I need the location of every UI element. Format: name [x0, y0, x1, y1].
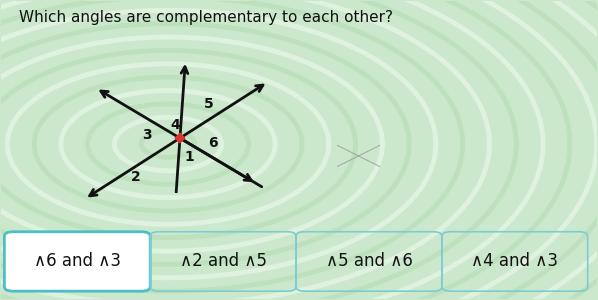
Text: 6: 6: [208, 136, 218, 150]
Text: ∧5 and ∧6: ∧5 and ∧6: [325, 253, 413, 271]
Text: Which angles are complementary to each other?: Which angles are complementary to each o…: [19, 10, 393, 25]
Text: ∧6 and ∧3: ∧6 and ∧3: [33, 253, 121, 271]
Text: 5: 5: [203, 97, 213, 110]
Text: 4: 4: [170, 118, 180, 132]
FancyBboxPatch shape: [4, 232, 150, 291]
Polygon shape: [175, 134, 185, 142]
Text: 2: 2: [130, 170, 140, 184]
Text: ∧4 and ∧3: ∧4 and ∧3: [471, 253, 559, 271]
Text: ∧2 and ∧5: ∧2 and ∧5: [179, 253, 267, 271]
Text: 1: 1: [184, 150, 194, 164]
Text: 3: 3: [142, 128, 152, 142]
